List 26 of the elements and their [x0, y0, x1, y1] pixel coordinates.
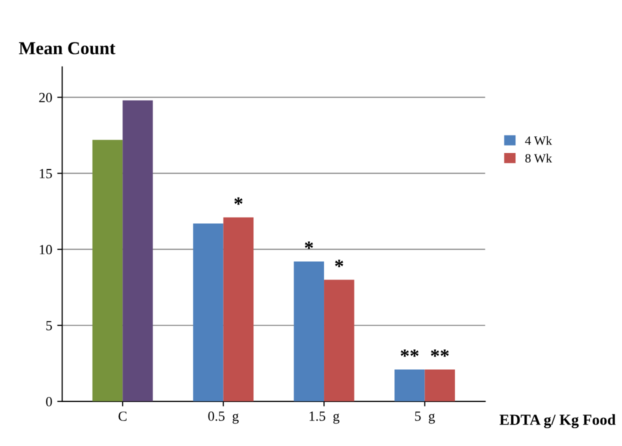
x-tick-label: 1.5 g — [310, 412, 340, 424]
bar — [294, 262, 324, 402]
bar — [424, 369, 455, 402]
x-tick-label: 5 g — [415, 412, 435, 424]
annotation: * — [335, 260, 344, 268]
y-tick-label: 15 — [40, 168, 52, 178]
annotation: ** — [430, 349, 449, 357]
x-axis-title: EDTA g/ Kg Food — [500, 414, 616, 428]
annotation: ** — [400, 349, 419, 357]
legend-label: 4 Wk — [525, 136, 552, 145]
y-tick-label: 10 — [40, 244, 52, 254]
bar — [92, 140, 123, 402]
x-tick-label: C — [118, 412, 126, 421]
x-tick-label: 0.5 g — [208, 411, 239, 424]
bar — [223, 217, 254, 402]
y-tick-label: 20 — [39, 92, 52, 102]
y-axis-title: Mean Count — [18, 42, 116, 54]
annotation: * — [234, 197, 242, 205]
annotation: * — [304, 242, 313, 249]
bar — [394, 369, 425, 402]
bar — [193, 224, 224, 402]
legend-label: 8 Wk — [525, 154, 552, 163]
y-tick-label: 5 — [46, 321, 52, 330]
y-tick-label: 0 — [46, 396, 52, 406]
bar — [122, 100, 153, 402]
bar — [324, 280, 354, 402]
